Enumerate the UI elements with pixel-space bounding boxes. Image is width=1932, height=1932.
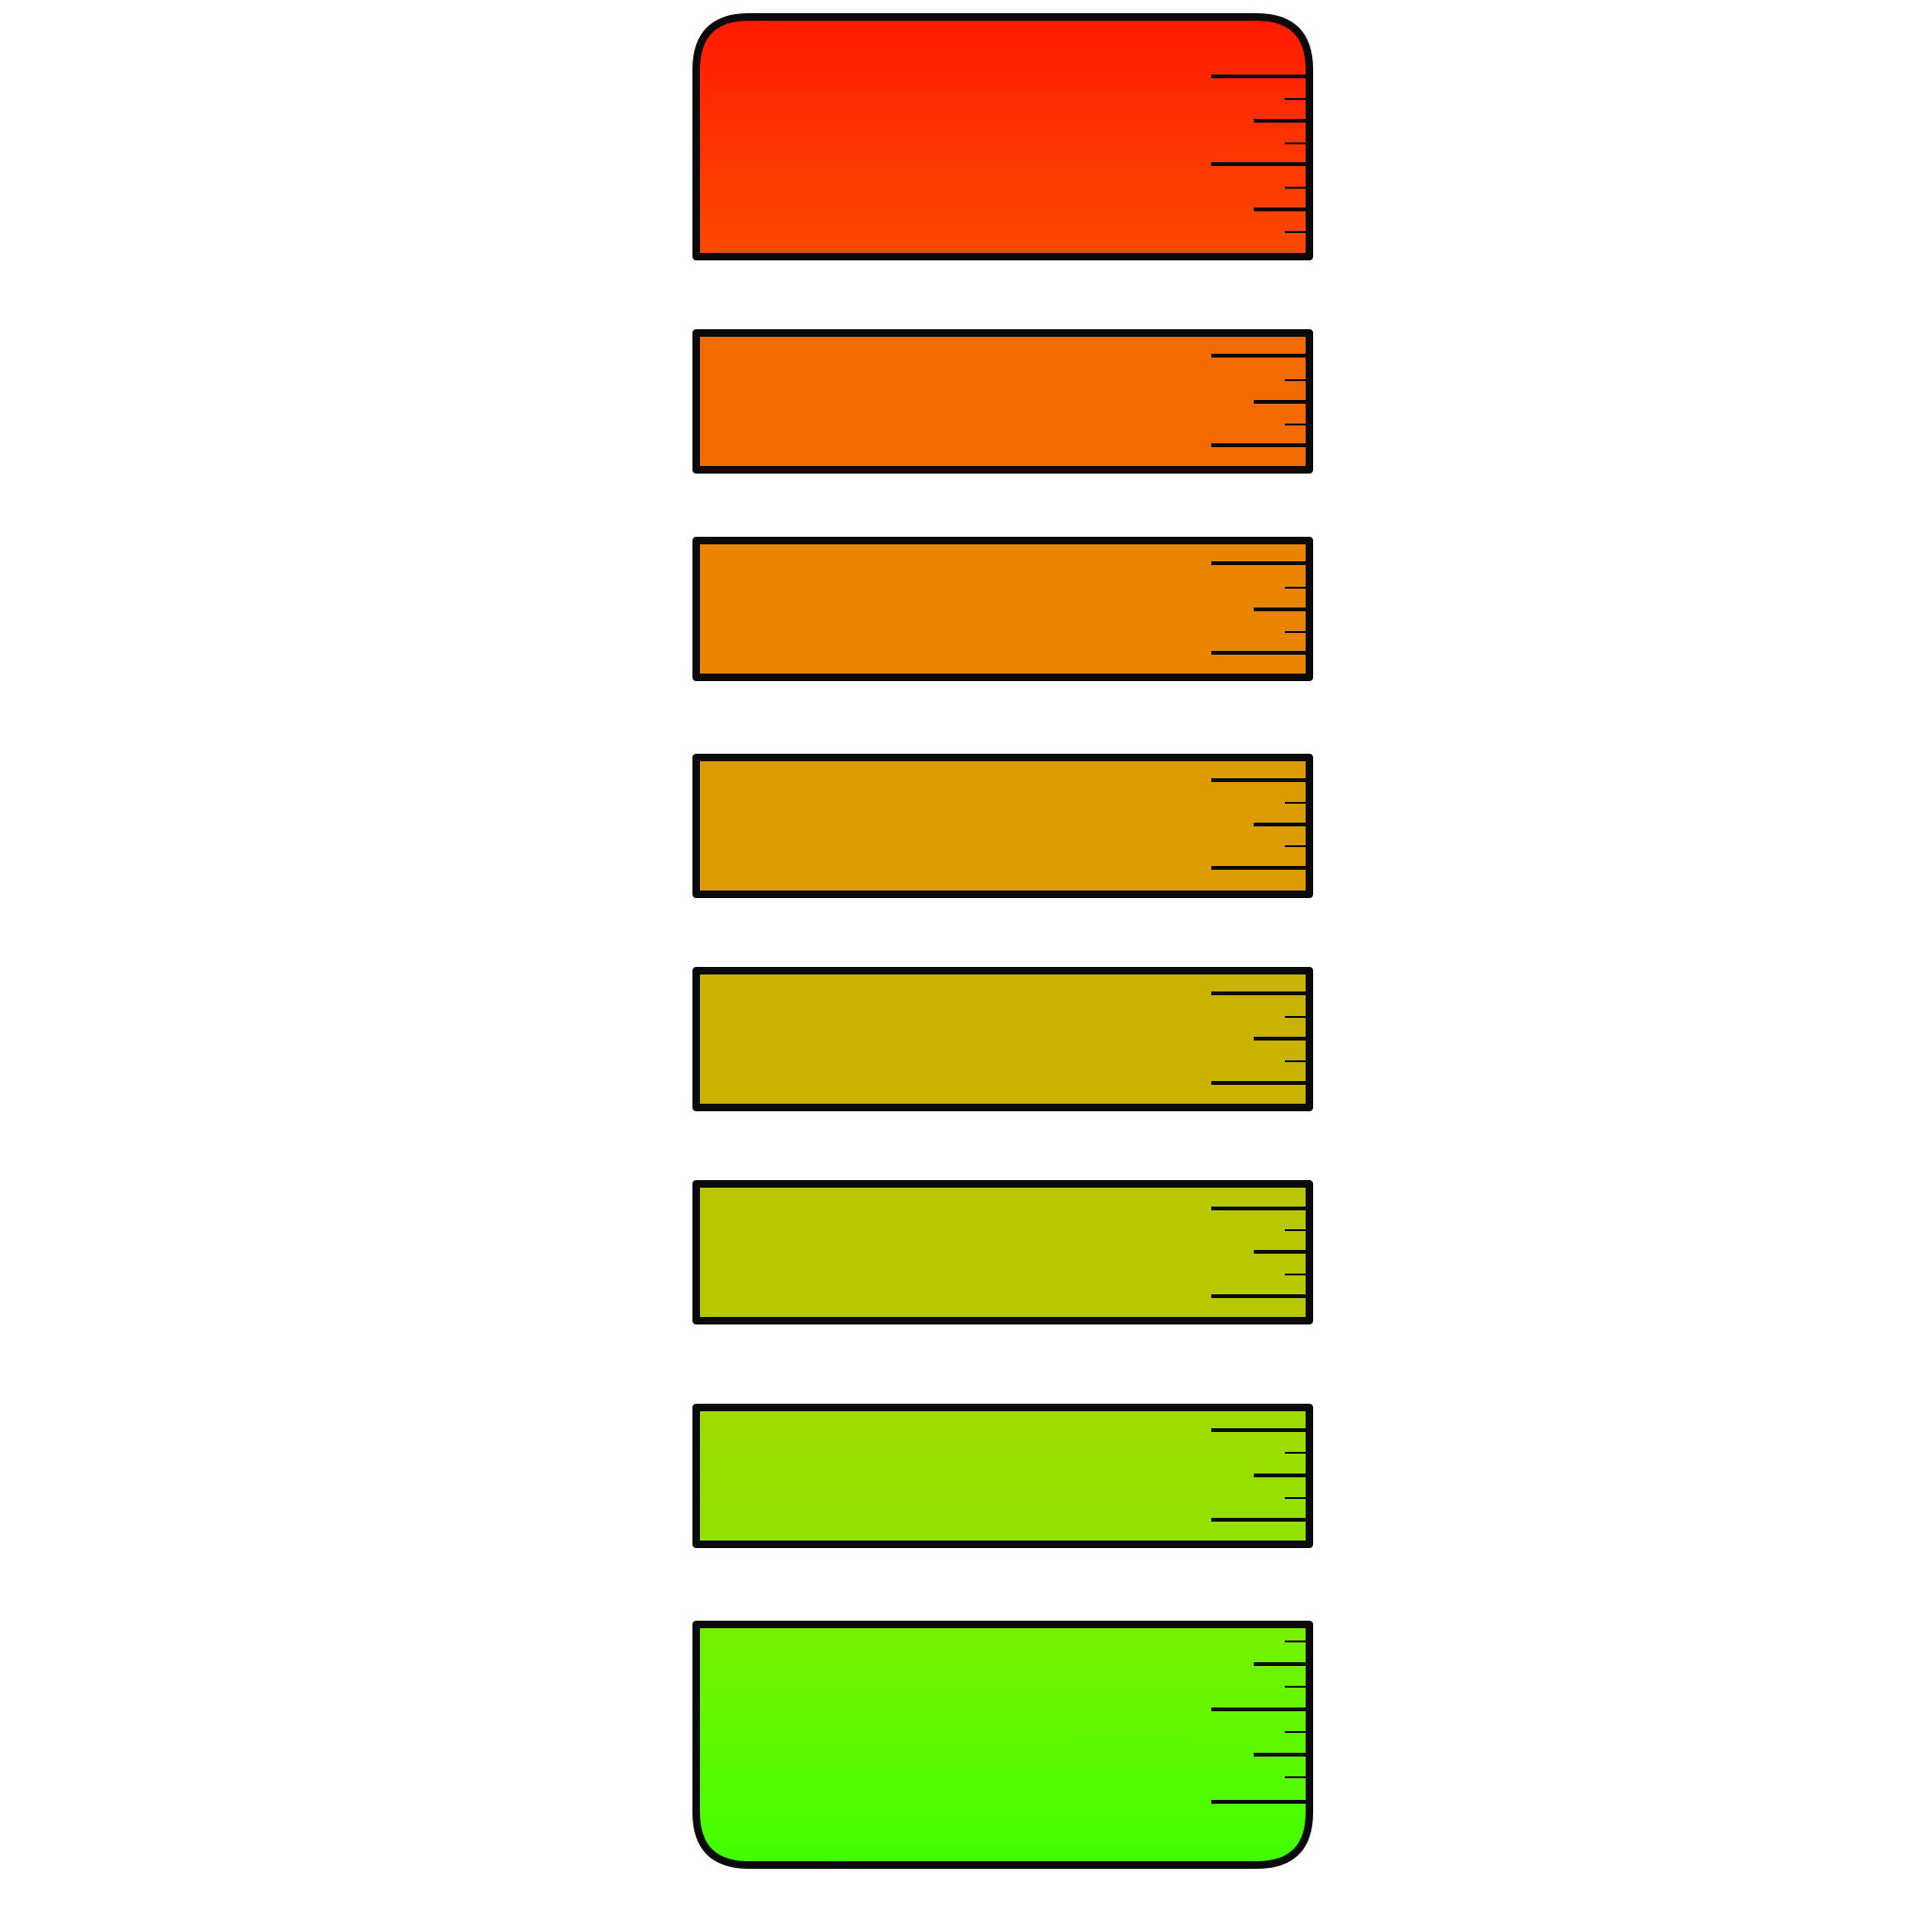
- gauge-segment-5: [692, 967, 1313, 1111]
- gauge-segment-1: [692, 13, 1313, 260]
- gauge-segment-8: [692, 1621, 1313, 1869]
- gauge-segments: [692, 13, 1313, 1869]
- gauge-segment-7: [692, 1404, 1313, 1548]
- segment-body: [692, 13, 1313, 260]
- gauge-segment-2: [692, 329, 1313, 474]
- segment-body: [692, 1404, 1313, 1548]
- segment-body: [692, 1621, 1313, 1869]
- gauge-segment-6: [692, 1180, 1313, 1324]
- segment-body: [692, 967, 1313, 1111]
- segment-body: [692, 537, 1313, 681]
- segment-body: [692, 754, 1313, 898]
- gauge-segment-4: [692, 754, 1313, 898]
- segment-body: [692, 329, 1313, 474]
- gauge-segment-3: [692, 537, 1313, 681]
- segment-body: [692, 1180, 1313, 1324]
